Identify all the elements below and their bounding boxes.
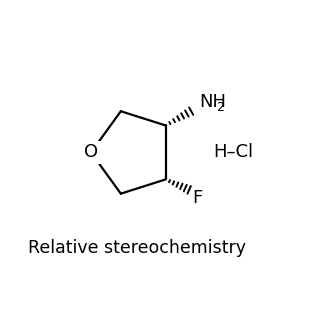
Text: H–Cl: H–Cl — [213, 144, 253, 161]
Text: 2: 2 — [216, 101, 224, 114]
Text: Relative stereochemistry: Relative stereochemistry — [28, 239, 246, 257]
Text: O: O — [84, 144, 98, 161]
Text: NH: NH — [199, 93, 226, 111]
Text: F: F — [192, 189, 202, 207]
